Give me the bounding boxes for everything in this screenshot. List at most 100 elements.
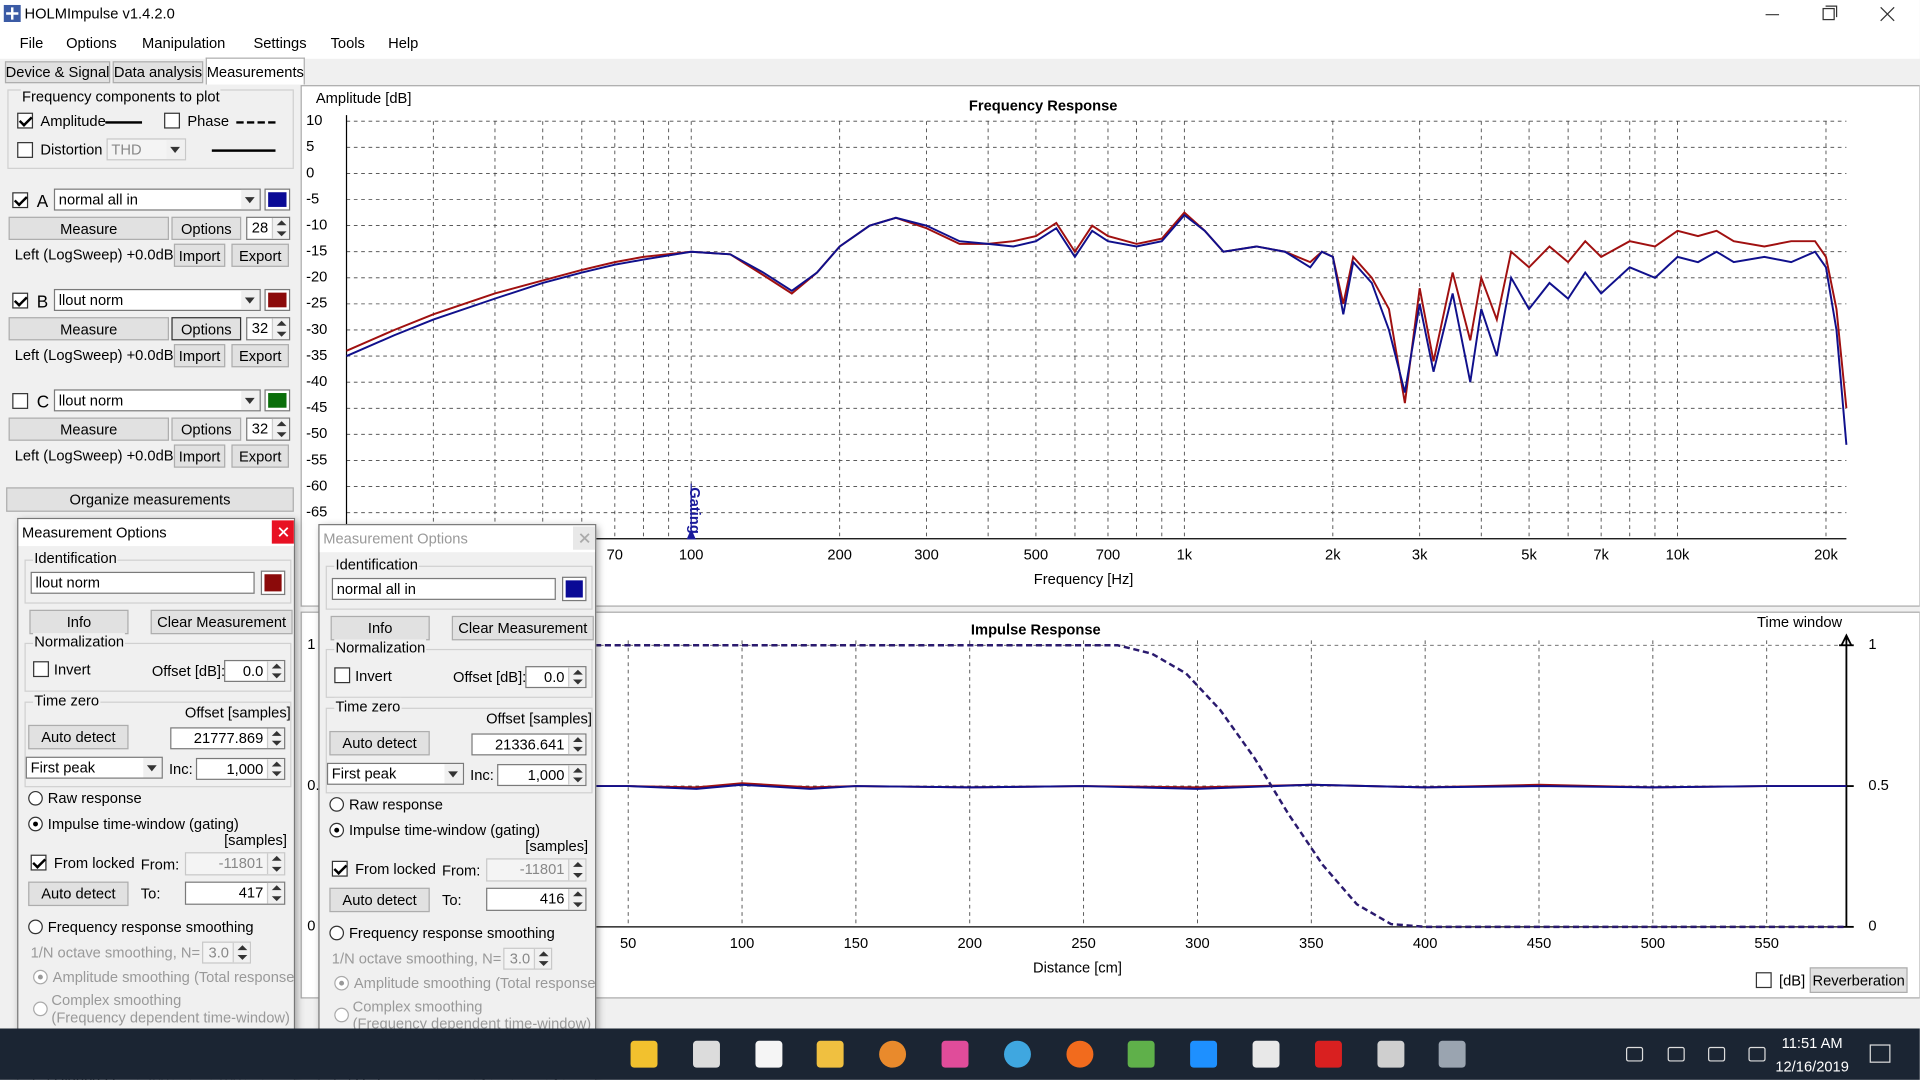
tray-icon[interactable] xyxy=(1667,1046,1685,1062)
dropdown-arrow[interactable] xyxy=(241,390,260,411)
taskbar-icon[interactable] xyxy=(1190,1040,1218,1068)
clear-button[interactable]: Clear Measurement xyxy=(150,609,293,635)
spin-arrows[interactable] xyxy=(568,667,586,687)
taskbar-icon[interactable] xyxy=(1439,1040,1467,1068)
menu-item[interactable]: File xyxy=(19,34,44,52)
smoothing-spin[interactable]: 32 xyxy=(246,317,291,341)
radio[interactable] xyxy=(28,790,43,806)
measure-button[interactable]: Measure xyxy=(8,417,169,441)
dropdown-arrow[interactable] xyxy=(241,189,260,210)
offset-db-spin[interactable]: 0.0 xyxy=(525,666,587,689)
menu-item[interactable]: Settings xyxy=(253,34,307,52)
offset-samples-spin[interactable]: 21777.869 xyxy=(170,727,286,750)
clear-button[interactable]: Clear Measurement xyxy=(451,615,594,641)
octave-spin[interactable]: 3.0 xyxy=(202,941,252,964)
checkbox[interactable] xyxy=(12,292,29,309)
taskbar-icon[interactable] xyxy=(1065,1040,1093,1068)
tab[interactable]: Data analysis xyxy=(112,61,204,84)
from-spin[interactable]: -11801 xyxy=(184,852,286,876)
color-swatch[interactable] xyxy=(561,576,587,602)
measure-button[interactable]: Measure xyxy=(8,317,169,341)
close-button[interactable] xyxy=(271,520,295,544)
measure-button[interactable]: Measure xyxy=(8,216,169,240)
measurement-name[interactable]: normal all in xyxy=(53,188,261,211)
menu-item[interactable]: Manipulation xyxy=(142,34,226,52)
dropdown-arrow[interactable] xyxy=(444,764,463,784)
spin-arrows[interactable] xyxy=(266,728,285,749)
export-button[interactable]: Export xyxy=(231,243,289,267)
inc-spin[interactable]: 1,000 xyxy=(195,757,286,780)
color-swatch[interactable] xyxy=(260,570,286,596)
radio[interactable] xyxy=(329,797,345,812)
from-spin[interactable]: -11801 xyxy=(486,858,587,882)
spin-arrows[interactable] xyxy=(232,942,250,963)
taskbar-icon[interactable] xyxy=(630,1040,658,1068)
to-spin[interactable]: 417 xyxy=(184,881,286,905)
spin-arrows[interactable] xyxy=(271,318,289,340)
menu-item[interactable]: Options xyxy=(66,34,117,52)
spin-arrows[interactable] xyxy=(271,418,289,440)
taskbar-icon[interactable] xyxy=(1128,1040,1156,1068)
smoothing-spin[interactable]: 32 xyxy=(246,417,291,441)
name-field[interactable]: llout norm xyxy=(30,571,255,594)
auto-detect-button[interactable]: Auto detect xyxy=(329,730,430,756)
name-field[interactable]: normal all in xyxy=(331,577,556,600)
spin-arrows[interactable] xyxy=(568,888,586,910)
export-button[interactable]: Export xyxy=(231,344,289,368)
dropdown-arrow[interactable] xyxy=(143,757,162,778)
spin-arrows[interactable] xyxy=(266,882,285,904)
info-button[interactable]: Info xyxy=(330,615,430,641)
close-icon[interactable] xyxy=(573,526,596,549)
checkbox[interactable] xyxy=(17,112,34,129)
window-controls[interactable] xyxy=(1751,0,1920,29)
radio[interactable] xyxy=(334,1007,349,1023)
to-spin[interactable]: 416 xyxy=(486,887,587,911)
spin-arrows[interactable] xyxy=(266,759,285,779)
info-button[interactable]: Info xyxy=(29,609,129,635)
auto-detect-button[interactable]: Auto detect xyxy=(28,724,129,750)
options-button[interactable]: Options xyxy=(171,317,242,341)
inc-spin[interactable]: 1,000 xyxy=(497,764,587,787)
radio[interactable] xyxy=(334,975,349,991)
spin-arrows[interactable] xyxy=(266,853,285,875)
color-swatch[interactable] xyxy=(264,389,291,412)
checkbox[interactable] xyxy=(17,142,34,158)
import-button[interactable]: Import xyxy=(173,344,226,368)
taskbar-icon[interactable] xyxy=(754,1040,782,1068)
import-button[interactable]: Import xyxy=(173,444,226,468)
offset-samples-spin[interactable]: 21336.641 xyxy=(471,733,587,756)
taskbar-icon[interactable] xyxy=(692,1040,720,1068)
measurement-name[interactable]: llout norm xyxy=(53,389,261,412)
notification-icon[interactable] xyxy=(1869,1044,1891,1063)
color-swatch[interactable] xyxy=(264,288,291,311)
checkbox[interactable] xyxy=(12,393,29,409)
options-button[interactable]: Options xyxy=(171,216,242,240)
spin-arrows[interactable] xyxy=(271,217,289,239)
dropdown-arrow[interactable] xyxy=(241,290,260,310)
menu-item[interactable]: Tools xyxy=(330,34,365,52)
tab[interactable]: Measurements xyxy=(205,57,305,85)
spin-arrows[interactable] xyxy=(533,948,551,969)
spin-arrows[interactable] xyxy=(568,859,586,881)
distortion-type[interactable]: THD xyxy=(106,138,187,161)
close-icon[interactable] xyxy=(272,520,295,543)
reverberation-button[interactable]: Reverberation xyxy=(1809,967,1908,993)
spin-arrows[interactable] xyxy=(266,661,285,681)
checkbox[interactable] xyxy=(164,112,180,129)
options-button[interactable]: Options xyxy=(171,417,242,441)
auto-detect-button[interactable]: Auto detect xyxy=(329,887,430,913)
smoothing-spin[interactable]: 28 xyxy=(246,216,291,240)
checkbox[interactable] xyxy=(331,860,348,877)
checkbox[interactable] xyxy=(12,192,29,209)
measurement-name[interactable]: llout norm xyxy=(53,288,261,311)
tray-icon[interactable] xyxy=(1626,1046,1644,1062)
taskbar-icon[interactable] xyxy=(941,1040,969,1068)
spin-arrows[interactable] xyxy=(568,765,586,785)
radio[interactable] xyxy=(33,969,48,985)
organize-button[interactable]: Organize measurements xyxy=(6,487,294,512)
tray-icon[interactable] xyxy=(1748,1046,1766,1062)
color-swatch[interactable] xyxy=(264,188,291,211)
menu-item[interactable]: Help xyxy=(388,34,419,52)
radio[interactable] xyxy=(329,822,345,838)
import-button[interactable]: Import xyxy=(173,243,226,267)
